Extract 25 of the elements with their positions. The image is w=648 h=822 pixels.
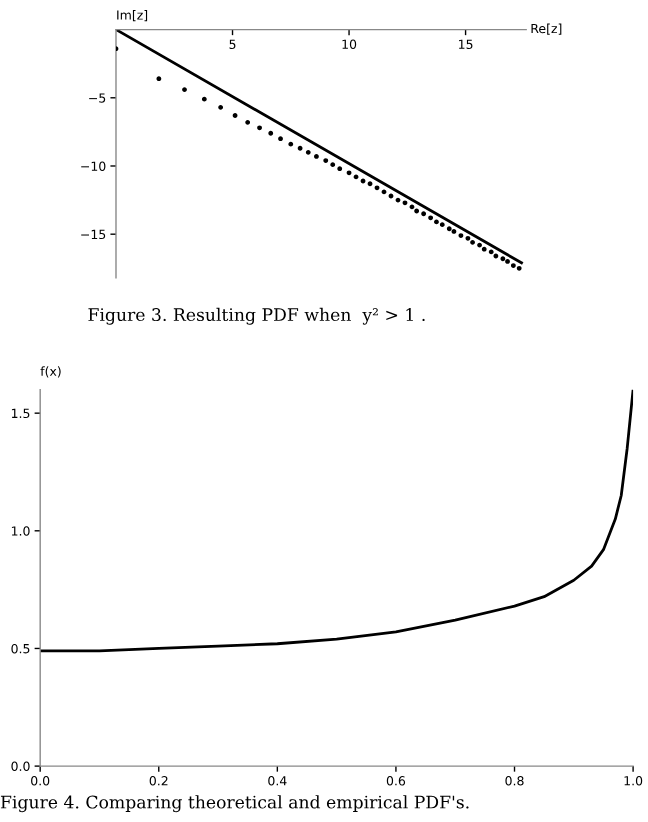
point bbox=[428, 215, 434, 221]
caption: Figure 4. Comparing theoretical and empirical PDF's. bbox=[0, 795, 469, 813]
point bbox=[488, 249, 494, 255]
point bbox=[268, 130, 274, 136]
point bbox=[297, 145, 303, 151]
point bbox=[288, 141, 294, 147]
point bbox=[201, 96, 207, 102]
point bbox=[465, 235, 471, 241]
point bbox=[421, 211, 427, 217]
point bbox=[156, 76, 162, 82]
point bbox=[446, 226, 452, 232]
point bbox=[337, 166, 343, 172]
point bbox=[481, 246, 487, 252]
point bbox=[218, 104, 224, 110]
point bbox=[245, 119, 251, 125]
point bbox=[516, 265, 522, 271]
point bbox=[330, 162, 336, 168]
point bbox=[305, 149, 311, 155]
point bbox=[367, 181, 373, 187]
point bbox=[402, 200, 408, 206]
point bbox=[500, 256, 506, 262]
caption: Figure 3. Resulting PDF when y² > 1 . bbox=[88, 307, 425, 325]
point bbox=[439, 222, 445, 228]
point bbox=[374, 185, 380, 191]
point bbox=[346, 170, 352, 176]
